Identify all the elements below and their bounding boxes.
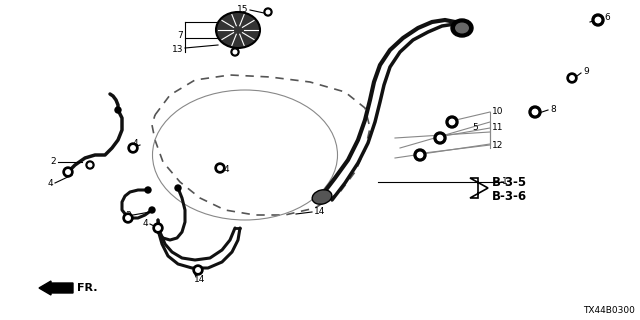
Circle shape xyxy=(414,149,426,161)
Circle shape xyxy=(125,216,131,220)
Ellipse shape xyxy=(455,22,469,34)
Text: 8: 8 xyxy=(550,106,556,115)
Text: 12: 12 xyxy=(492,140,504,149)
Circle shape xyxy=(88,163,92,167)
Circle shape xyxy=(196,268,200,272)
Circle shape xyxy=(231,48,239,56)
Circle shape xyxy=(115,107,121,113)
Text: 4: 4 xyxy=(47,179,53,188)
Text: 4: 4 xyxy=(132,139,138,148)
Text: 10: 10 xyxy=(492,108,504,116)
Circle shape xyxy=(532,109,538,115)
Text: 1: 1 xyxy=(502,178,508,187)
Circle shape xyxy=(434,132,446,144)
Circle shape xyxy=(63,167,73,177)
Text: TX44B0300: TX44B0300 xyxy=(583,306,635,315)
Circle shape xyxy=(218,166,222,170)
Circle shape xyxy=(123,213,133,223)
Text: 9: 9 xyxy=(583,68,589,76)
Circle shape xyxy=(145,187,151,193)
Text: 11: 11 xyxy=(492,124,504,132)
Circle shape xyxy=(264,8,272,16)
Text: 2: 2 xyxy=(51,157,56,166)
Text: B-3-6: B-3-6 xyxy=(492,189,527,203)
Circle shape xyxy=(266,10,270,14)
Circle shape xyxy=(570,76,574,80)
Circle shape xyxy=(131,146,135,150)
Circle shape xyxy=(529,106,541,118)
Circle shape xyxy=(64,168,72,176)
Circle shape xyxy=(193,265,203,275)
Circle shape xyxy=(417,152,422,158)
Circle shape xyxy=(153,223,163,233)
Circle shape xyxy=(86,161,94,169)
Circle shape xyxy=(66,170,70,174)
Circle shape xyxy=(128,143,138,153)
Text: 3: 3 xyxy=(125,211,131,220)
Circle shape xyxy=(233,50,237,54)
Text: 14: 14 xyxy=(194,275,205,284)
Circle shape xyxy=(437,135,443,141)
Text: 13: 13 xyxy=(172,45,183,54)
Circle shape xyxy=(156,226,160,230)
Text: 6: 6 xyxy=(604,12,610,21)
Text: 14: 14 xyxy=(314,207,325,217)
FancyArrow shape xyxy=(39,281,73,295)
Circle shape xyxy=(592,14,604,26)
Text: B-3-5: B-3-5 xyxy=(492,175,527,188)
Ellipse shape xyxy=(216,12,260,48)
Ellipse shape xyxy=(312,190,332,204)
Circle shape xyxy=(449,119,454,125)
Circle shape xyxy=(215,163,225,173)
Ellipse shape xyxy=(451,19,473,37)
Text: 5: 5 xyxy=(472,123,478,132)
Circle shape xyxy=(595,17,601,23)
Text: FR.: FR. xyxy=(77,283,97,293)
Circle shape xyxy=(446,116,458,128)
Text: 7: 7 xyxy=(177,30,183,39)
Circle shape xyxy=(175,185,181,191)
Text: 4: 4 xyxy=(142,220,148,228)
Text: 4: 4 xyxy=(224,165,230,174)
Circle shape xyxy=(567,73,577,83)
Circle shape xyxy=(149,207,155,213)
Text: 15: 15 xyxy=(237,5,248,14)
